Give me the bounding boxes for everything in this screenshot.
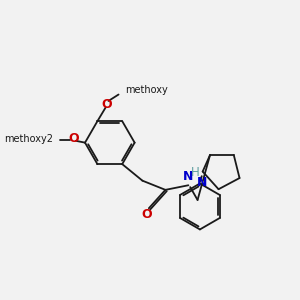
Text: methoxy2: methoxy2 bbox=[4, 134, 53, 144]
Text: O: O bbox=[142, 208, 152, 221]
Text: N: N bbox=[196, 176, 207, 189]
Text: N: N bbox=[183, 169, 194, 182]
Text: O: O bbox=[101, 98, 112, 111]
Text: O: O bbox=[69, 133, 79, 146]
Text: methoxy: methoxy bbox=[125, 85, 168, 95]
Text: H: H bbox=[191, 166, 200, 179]
